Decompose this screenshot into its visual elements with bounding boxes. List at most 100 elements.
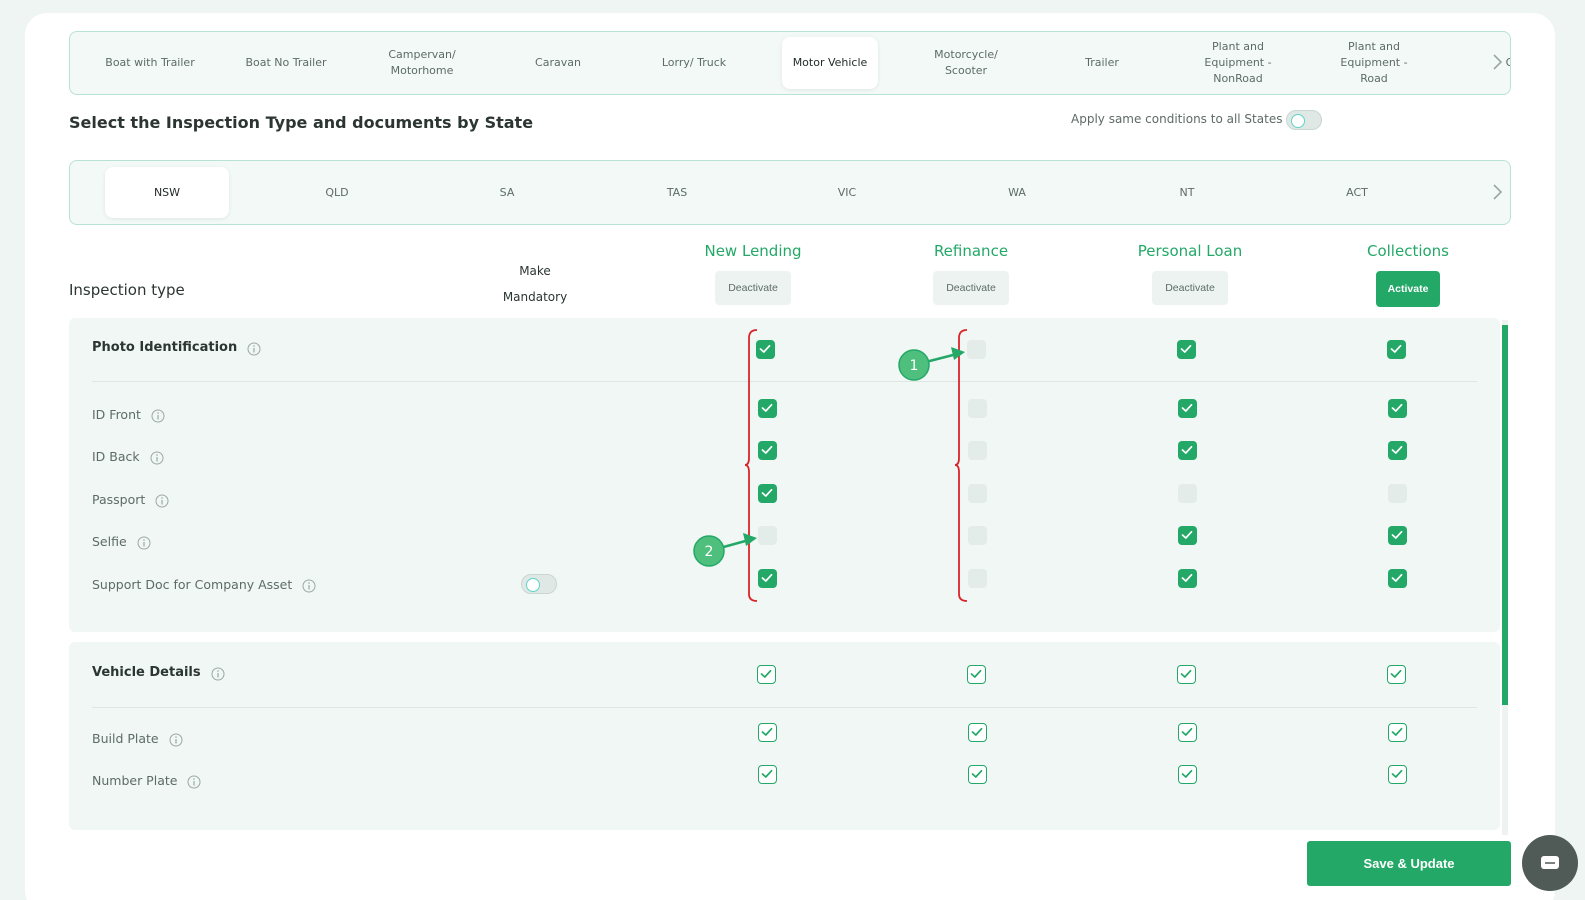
state-tab[interactable]: NSW <box>105 167 229 218</box>
vehicle-tab[interactable]: Plant and Equipment - NonRoad <box>1170 32 1306 94</box>
vehicle-tab[interactable]: Trailer <box>1034 32 1170 94</box>
vehicle-tab[interactable]: Plant and Equipment - Road <box>1306 32 1442 94</box>
checkbox[interactable] <box>1177 483 1197 503</box>
checkbox[interactable] <box>967 722 987 742</box>
checkbox[interactable] <box>1387 440 1407 460</box>
vehicle-tab-label[interactable]: Lorry/ Truck <box>661 56 727 69</box>
vehicle-tab-label[interactable]: Motorcycle/ Scooter <box>934 48 998 77</box>
checkbox[interactable] <box>1177 722 1197 742</box>
checkbox[interactable] <box>1386 664 1406 684</box>
info-icon[interactable] <box>150 451 164 465</box>
checkbox[interactable] <box>755 339 775 359</box>
checkbox[interactable] <box>1176 339 1196 359</box>
info-icon[interactable] <box>155 494 169 508</box>
checkbox[interactable] <box>1387 483 1407 503</box>
info-circle <box>137 536 151 550</box>
loan-type-header: Personal Loan <box>1137 242 1243 260</box>
toggle[interactable] <box>1286 110 1322 130</box>
state-tab-bar: NSW QLD SA TAS VIC WA NT ACT <box>69 160 1511 225</box>
vehicle-tab-label[interactable]: Plant and Equipment - Road <box>1340 40 1408 85</box>
info-icon[interactable] <box>137 536 151 550</box>
info-circle <box>155 494 169 508</box>
state-tab[interactable]: TAS <box>666 185 688 199</box>
checkbox[interactable] <box>757 483 777 503</box>
checkbox[interactable] <box>967 568 987 588</box>
state-tabs-next[interactable] <box>1490 182 1504 202</box>
loan-type-button[interactable]: Activate <box>1376 271 1440 307</box>
vehicle-tab[interactable]: Caravan <box>490 32 626 94</box>
vehicle-tab-label[interactable]: Campervan/ Motorhome <box>388 48 456 77</box>
vehicle-tab[interactable]: Lorry/ Truck <box>626 32 762 94</box>
vehicle-tab-label[interactable]: Trailer <box>1085 56 1119 69</box>
checkbox[interactable] <box>967 440 987 460</box>
check-mark <box>760 669 772 678</box>
vehicle-tab-label[interactable]: Caravan <box>535 56 581 69</box>
item-name: Selfie <box>92 534 127 549</box>
checkbox[interactable] <box>967 483 987 503</box>
checkbox[interactable] <box>757 398 777 418</box>
toggle[interactable] <box>521 574 557 594</box>
vehicle-tab-label[interactable]: Plant and Equipment - NonRoad <box>1204 40 1272 85</box>
checkbox[interactable] <box>757 525 777 545</box>
checkbox[interactable] <box>1387 398 1407 418</box>
state-tab[interactable]: QLD <box>325 185 349 199</box>
info-icon[interactable] <box>151 409 165 423</box>
checkbox[interactable] <box>757 568 777 588</box>
checkbox[interactable] <box>1387 722 1407 742</box>
vehicle-tab-label[interactable]: O <box>1506 55 1510 71</box>
checkbox[interactable] <box>1177 525 1197 545</box>
state-tab[interactable]: VIC <box>837 185 857 199</box>
checkbox[interactable] <box>1177 764 1197 784</box>
scrollbar-thumb[interactable] <box>1502 325 1508 705</box>
check-path <box>761 403 773 412</box>
vehicle-tab-label[interactable]: Boat No Trailer <box>245 56 327 69</box>
checkbox[interactable] <box>966 339 986 359</box>
check-path <box>761 727 773 736</box>
checkbox[interactable] <box>967 398 987 418</box>
checkbox[interactable] <box>757 722 777 742</box>
info-icon[interactable] <box>302 579 316 593</box>
vehicle-tab[interactable]: O <box>1442 32 1510 94</box>
state-tab[interactable]: SA <box>499 185 515 199</box>
save-button[interactable]: Save & Update <box>1307 841 1511 886</box>
loan-type-button[interactable]: Deactivate <box>715 271 791 305</box>
checkbox[interactable] <box>967 525 987 545</box>
checkbox[interactable] <box>1387 568 1407 588</box>
vehicle-tab[interactable]: Boat No Trailer <box>218 32 354 94</box>
vehicle-tab[interactable]: Campervan/ Motorhome <box>354 32 490 94</box>
checkbox[interactable] <box>967 764 987 784</box>
info-icon[interactable] <box>247 342 261 356</box>
vehicle-tab-label[interactable]: Boat with Trailer <box>105 56 195 69</box>
vehicle-tab[interactable]: Boat with Trailer <box>82 32 218 94</box>
info-icon[interactable] <box>187 775 201 789</box>
check-mark <box>1181 403 1193 412</box>
checkbox[interactable] <box>756 664 776 684</box>
info-icon[interactable] <box>211 667 225 681</box>
vehicle-tab[interactable]: Motor Vehicle <box>762 32 898 94</box>
info-circle <box>151 409 165 423</box>
checkbox[interactable] <box>757 764 777 784</box>
checkbox[interactable] <box>1386 339 1406 359</box>
chat-launcher[interactable] <box>1522 835 1578 891</box>
loan-type-button[interactable]: Deactivate <box>1152 271 1228 305</box>
vehicle-tabs-next[interactable] <box>1490 52 1504 72</box>
vehicle-tab-label[interactable]: Motor Vehicle <box>782 37 878 89</box>
check-mark <box>971 769 983 778</box>
check-path <box>1390 344 1402 353</box>
state-tab[interactable]: WA <box>1008 185 1026 199</box>
vehicle-tab[interactable]: Motorcycle/ Scooter <box>898 32 1034 94</box>
checkbox[interactable] <box>1176 664 1196 684</box>
loan-type-button[interactable]: Deactivate <box>933 271 1009 305</box>
checkbox[interactable] <box>1387 525 1407 545</box>
checkbox[interactable] <box>1177 398 1197 418</box>
state-tab[interactable]: ACT <box>1346 185 1368 199</box>
checkbox[interactable] <box>966 664 986 684</box>
state-tab[interactable]: NT <box>1179 185 1195 199</box>
checkbox[interactable] <box>1177 568 1197 588</box>
check-mark <box>1391 403 1403 412</box>
checkbox[interactable] <box>1177 440 1197 460</box>
checkbox[interactable] <box>1387 764 1407 784</box>
checkbox[interactable] <box>757 440 777 460</box>
info-icon[interactable] <box>169 733 183 747</box>
check-path <box>1181 403 1193 412</box>
